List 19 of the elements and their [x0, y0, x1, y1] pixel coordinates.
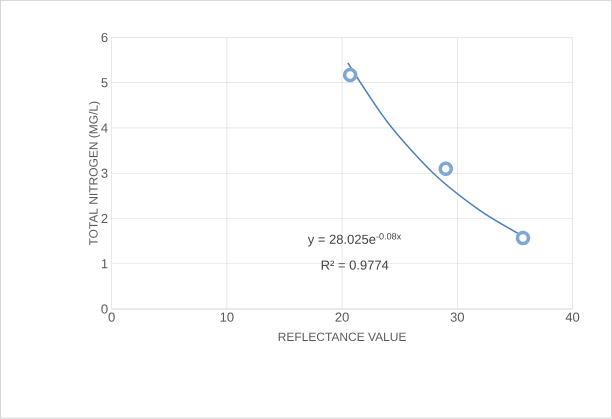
y-tick-label: 4 — [101, 124, 108, 133]
x-tick-label: 40 — [566, 312, 580, 322]
y-tick-label: 2 — [102, 214, 108, 224]
point — [516, 230, 530, 246]
x-tick-label: 10 — [220, 312, 234, 322]
x-tick-label: 30 — [450, 312, 464, 322]
y-tick-label: 3 — [101, 168, 108, 178]
x-tick-label: 20 — [336, 312, 349, 322]
y-tick-label: 6 — [102, 33, 108, 42]
annotation: y = 28.025e$^{-0.08x}$ — [308, 233, 402, 247]
y-axis-title: TOTAL NITROGEN (MG/L) — [88, 102, 100, 246]
y-tick-label: 0 — [101, 304, 108, 314]
y-tick-label: 1 — [102, 259, 108, 268]
point — [438, 162, 454, 176]
y-tick-label: 5 — [101, 78, 108, 88]
x-tick-label: 0 — [108, 312, 115, 322]
x-axis-title: REFLECTANCE VALUE — [278, 332, 406, 342]
annotation: R² = 0.9774 — [322, 260, 388, 270]
point — [342, 68, 358, 82]
